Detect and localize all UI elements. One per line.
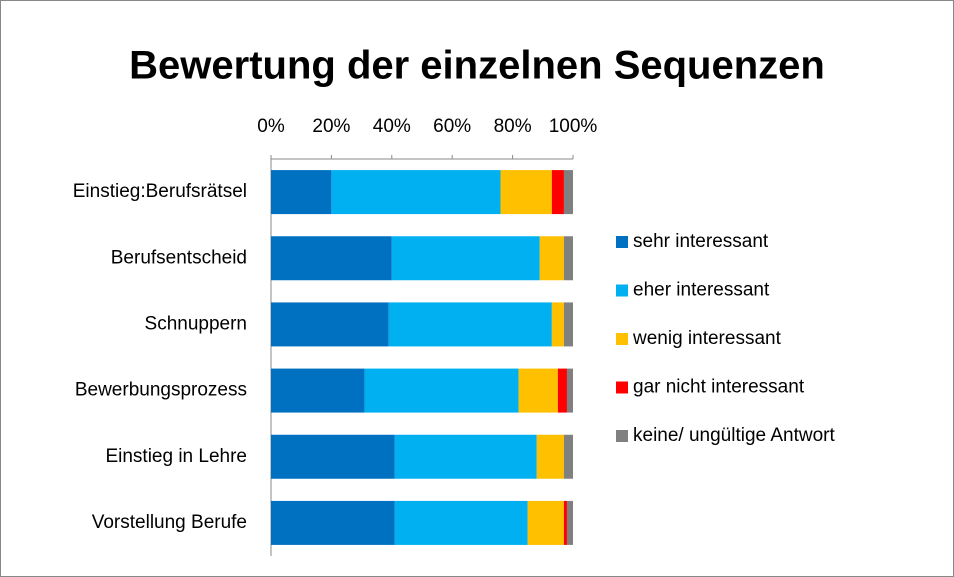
bar-segment (271, 500, 395, 545)
bar-segment (271, 302, 389, 347)
legend-swatch (616, 333, 628, 345)
bar-segment (563, 236, 573, 281)
bar-segment (563, 500, 567, 545)
x-tick-label: 20% (312, 116, 350, 137)
x-tick-label: 40% (373, 116, 411, 137)
bar-segment (566, 368, 573, 413)
y-tick-label: Einstieg:Berufsrätsel (73, 181, 247, 202)
bar-segment (388, 302, 552, 347)
chart-title: Bewertung der einzelnen Sequenzen (129, 44, 825, 88)
bar-segment (331, 170, 501, 215)
legend-swatch (616, 236, 628, 248)
legend-label: gar nicht interessant (633, 377, 805, 398)
bar-segment (394, 500, 528, 545)
bar-segment (271, 434, 395, 479)
bar-segment (563, 170, 573, 215)
y-tick-label: Schnuppern (145, 313, 247, 334)
bar-segment (271, 236, 392, 281)
legend-swatch (616, 284, 628, 297)
bar-segment (391, 236, 540, 281)
bar-segment (551, 170, 564, 215)
bar-segment (539, 236, 564, 281)
bar-segment (364, 368, 519, 413)
legend-label: wenig interessant (632, 328, 782, 349)
x-tick-label: 100% (549, 116, 598, 137)
bar-segment (394, 434, 537, 479)
bar-segment (527, 500, 564, 545)
bar-segment (566, 500, 573, 545)
bar-segment (536, 434, 564, 479)
x-tick-label: 60% (433, 116, 471, 137)
bar-segment (563, 434, 573, 479)
y-tick-label: Berufsentscheid (111, 247, 247, 268)
y-tick-label: Bewerbungsprozess (75, 380, 247, 401)
legend-label: eher interessant (633, 280, 770, 301)
bar-segment (518, 368, 558, 413)
bar-segment (271, 368, 365, 413)
legend-swatch (616, 430, 628, 442)
legend-label: sehr interessant (633, 231, 769, 252)
bar-segment (500, 170, 552, 215)
x-tick-label: 0% (257, 116, 285, 137)
bar-segment (557, 368, 567, 413)
y-tick-label: Vorstellung Berufe (92, 512, 247, 533)
legend-label: keine/ ungültige Antwort (633, 425, 835, 446)
bar-segment (271, 170, 332, 215)
y-tick-label: Einstieg in Lehre (105, 446, 247, 467)
bar-segment (563, 302, 573, 347)
legend-swatch (616, 381, 628, 394)
x-tick-label: 80% (494, 116, 532, 137)
bar-segment (551, 302, 564, 347)
